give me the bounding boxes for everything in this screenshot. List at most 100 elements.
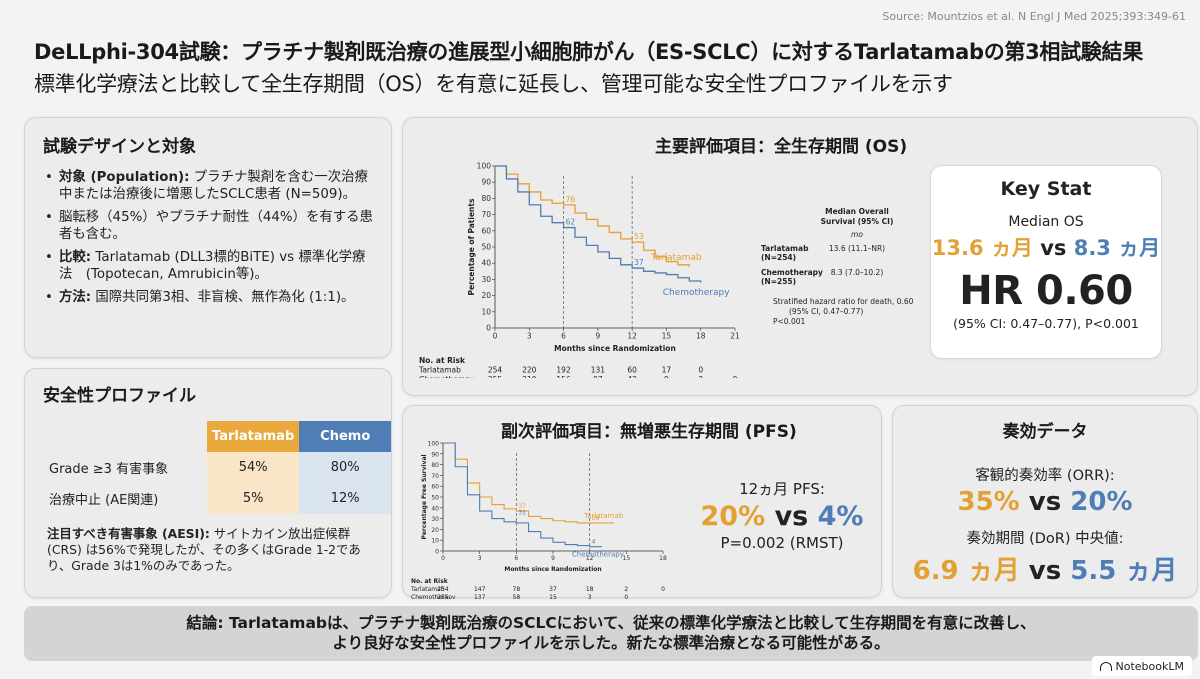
hazard-ratio-ci: (95% CI: 0.47–0.77), P<0.001 (953, 316, 1139, 331)
annotation-label: 76 (566, 195, 576, 204)
median-os-chemo: 8.3 ヵ月 (1073, 236, 1161, 260)
safety-col-tarlatamab: Tarlatamab (206, 421, 300, 452)
at-risk-value: 0 (661, 586, 665, 593)
annotation-label: 37 (518, 503, 526, 510)
vs-text: vs (1028, 556, 1062, 586)
design-item-text: 脳転移（45%）やプラチナ耐性（44%）を有する患者も含む。 (59, 210, 373, 242)
km-curve-tarlatamab (495, 165, 690, 267)
source-citation: Source: Mountzios et al. N Engl J Med 20… (882, 10, 1186, 23)
km-curve-chemotherapy (495, 165, 702, 283)
annotation-label: 37 (634, 258, 644, 267)
km-curve-chemotherapy (443, 442, 602, 548)
safety-card: 安全性プロファイル Tarlatamab Chemo Grade ≥3 有害事象… (24, 368, 392, 598)
series-label-tarlatamab: Tarlatamab (583, 512, 624, 520)
median-table-value: 13.6 (11.1–NR) (829, 244, 885, 253)
pfs-chemo: 4% (817, 501, 864, 532)
y-tick-label: 10 (431, 538, 439, 545)
at-risk-value: 137 (474, 594, 486, 599)
annotation-label: 4 (592, 539, 596, 546)
design-item: 比較: Tarlatamab (DLL3標的BiTE) vs 標準化学療法 (T… (43, 249, 373, 283)
design-list: 対象 (Population): プラチナ製剤を含む一次治療中または治療後に増悪… (43, 169, 373, 306)
vs-text: vs (1028, 487, 1062, 517)
median-os-tarlatamab: 13.6 ヵ月 (931, 236, 1033, 260)
dor-label: 奏効期間 (DoR) 中央値: (966, 531, 1124, 547)
at-risk-value: 42 (627, 375, 637, 378)
safety-table: Tarlatamab Chemo Grade ≥3 有害事象 54% 80% 治… (47, 421, 391, 514)
at-risk-value: 2 (698, 375, 703, 378)
at-risk-value: 192 (556, 366, 571, 375)
annotation-label: 31 (518, 510, 526, 517)
at-risk-value: 2 (624, 586, 628, 593)
vs-text: vs (774, 501, 809, 532)
pfs-p-value: P=0.002 (RMST) (720, 534, 844, 552)
x-tick-label: 18 (696, 332, 706, 341)
x-tick-label: 6 (514, 555, 518, 562)
dor-tarlatamab: 6.9 ヵ月 (912, 556, 1020, 586)
dor-values: 6.9 ヵ月 vs 5.5 ヵ月 (893, 550, 1197, 587)
km-curve-tarlatamab (443, 442, 615, 524)
annotation-label: 62 (566, 218, 576, 227)
at-risk-arm: Chemotherapy (419, 375, 475, 378)
series-label-tarlatamab: Tarlatamab (650, 253, 702, 263)
y-tick-label: 50 (431, 495, 439, 502)
safety-col-chemo: Chemo (299, 421, 391, 452)
at-risk-value: 255 (488, 375, 503, 378)
y-tick-label: 50 (481, 243, 491, 252)
series-label-chemotherapy: Chemotherapy (663, 288, 730, 298)
orr-tarlatamab: 35% (957, 487, 1020, 517)
median-table-value: 8.3 (7.0–10.2) (831, 268, 884, 277)
at-risk-value: 78 (513, 586, 521, 593)
y-tick-label: 90 (481, 178, 491, 187)
notebooklm-icon (1099, 661, 1112, 671)
response-heading: 奏効データ (1002, 422, 1088, 442)
y-tick-label: 100 (428, 441, 440, 448)
x-axis-label: Months since Randomization (554, 344, 676, 353)
y-tick-label: 20 (431, 527, 439, 534)
at-risk-arm: Chemotherapy (411, 594, 456, 599)
pfs-values: 20% vs 4% (697, 501, 867, 532)
orr-label: 客観的奏効率 (ORR): (975, 468, 1115, 484)
design-item-text: Tarlatamab (DLL3標的BiTE) vs 標準化学療法 (Topot… (59, 250, 366, 282)
key-stat-values: 13.6 ヵ月 vs 8.3 ヵ月 (931, 232, 1161, 262)
conclusion-banner: 結論: Tarlatamabは、プラチナ製剤既治療のSCLCにおいて、従来の標準… (24, 606, 1198, 661)
key-stat-label: Median OS (1008, 214, 1084, 230)
x-tick-label: 9 (551, 555, 555, 562)
page-title: DeLLphi-304試験：プラチナ製剤既治療の進展型小細胞肺がん（ES-SCL… (34, 40, 1143, 64)
at-risk-value: 255 (437, 594, 449, 599)
y-tick-label: 90 (431, 451, 439, 458)
at-risk-value: 60 (627, 366, 637, 375)
table-row: Grade ≥3 有害事象 54% 80% (47, 452, 391, 483)
y-tick-label: 30 (481, 275, 491, 284)
pfs-heading: 副次評価項目：無増悪生存期間 (PFS) (501, 422, 797, 442)
x-tick-label: 15 (662, 332, 672, 341)
y-tick-label: 60 (431, 484, 439, 491)
y-axis-label: Percentage of Patients (467, 198, 476, 295)
annotation-label: 53 (634, 232, 644, 241)
at-risk-value: 0 (624, 594, 628, 599)
y-tick-label: 70 (431, 473, 439, 480)
x-tick-label: 21 (730, 332, 740, 341)
os-heading: 主要評価項目：全生存期間 (OS) (655, 137, 908, 157)
y-tick-label: 70 (481, 210, 491, 219)
at-risk-value: 97 (593, 375, 603, 378)
x-tick-label: 0 (493, 332, 498, 341)
at-risk-value: 254 (437, 586, 449, 593)
annotation-label: 26 (592, 515, 600, 522)
hr-note: (95% CI, 0.47–0.77) (789, 307, 863, 316)
x-tick-label: 3 (527, 332, 532, 341)
key-stat-title: Key Stat (1000, 178, 1092, 200)
pfs-card: 副次評価項目：無増悪生存期間 (PFS) 0 10 20 30 40 50 60 70 80 90… (402, 405, 882, 600)
median-table-n: (N=255) (761, 277, 796, 286)
series-label-chemotherapy: Chemotherapy (572, 550, 624, 558)
design-item-label: 対象 (Population): (59, 170, 190, 185)
safety-heading: 安全性プロファイル (43, 386, 196, 406)
at-risk-value: 9 (664, 375, 669, 378)
dor-chemo: 5.5 ヵ月 (1070, 556, 1178, 586)
y-tick-label: 10 (481, 307, 491, 316)
pfs-summary: 12ヵ月 PFS: 20% vs 4% P=0.002 (RMST) (697, 478, 867, 552)
aesi-text: サイトカイン放出症候群 (CRS) は56%で発現したが、その多くはGrade … (47, 526, 361, 573)
median-table-unit: mo (851, 230, 863, 239)
safety-row-label: Grade ≥3 有害事象 (49, 462, 169, 477)
y-tick-label: 100 (477, 162, 492, 171)
